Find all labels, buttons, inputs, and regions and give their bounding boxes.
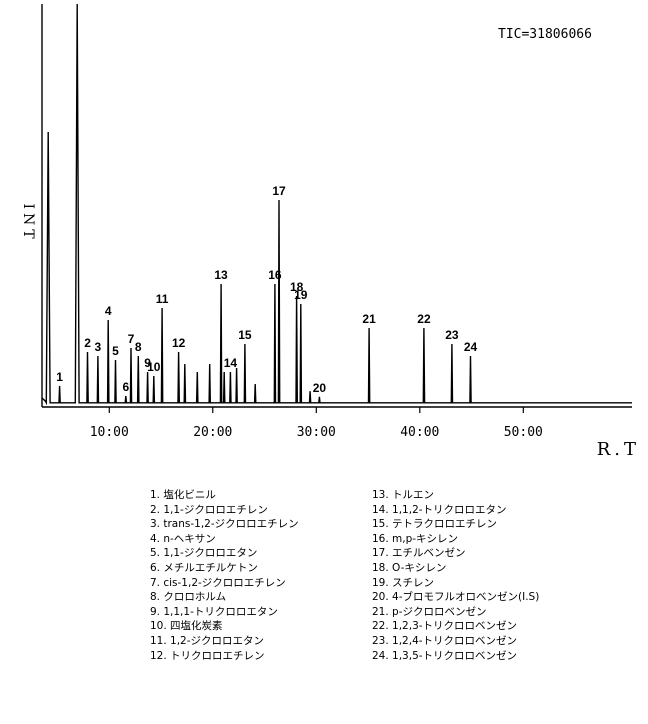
legend-item: 10. 四塩化炭素: [150, 620, 223, 633]
peak-label: 22: [417, 312, 431, 326]
legend-item: 7. cis-1,2-ジクロロエチレン: [150, 576, 286, 589]
peak-label: 4: [105, 304, 112, 318]
legend-item: 16. m,p-キシレン: [372, 532, 459, 545]
peak-label: 18: [290, 280, 304, 294]
legend-item: 3. trans-1,2-ジクロロエチレン: [150, 518, 299, 531]
peak-label: 15: [238, 328, 252, 342]
peak-label: 19: [294, 288, 308, 302]
legend-item: 4. n-ヘキサン: [150, 532, 216, 545]
compound-legend: 1. 塩化ビニル 2. 1,1-ジクロロエチレン 3. trans-1,2-ジクロロ…: [150, 488, 620, 663]
peak-label: 23: [445, 328, 459, 342]
legend-item: 19. スチレン: [372, 576, 435, 589]
legend-column-right: 13. トルエン 14. 1,1,2-トリクロロエタン 15. テトラクロロエチレン…: [372, 488, 539, 663]
peak-label: 5: [112, 344, 119, 358]
legend-column-left: 1. 塩化ビニル 2. 1,1-ジクロロエチレン 3. trans-1,2-ジクロロ…: [150, 488, 358, 663]
legend-item: 1. 塩化ビニル: [150, 489, 216, 501]
x-tick-label: 20:00: [193, 425, 232, 440]
peak-label: 17: [272, 184, 286, 198]
legend-item: 24. 1,3,5-トリクロロベンゼン: [372, 649, 518, 662]
x-ticks: 10:00 20:00 30:00 40:00 50:00: [90, 407, 543, 440]
x-tick-label: 30:00: [297, 425, 336, 440]
legend-item: 5. 1,1-ジクロロエタン: [150, 547, 258, 560]
x-tick-label: 10:00: [90, 425, 129, 440]
legend-item: 13. トルエン: [372, 489, 435, 501]
legend-item: 17. エチルベンゼン: [372, 547, 466, 560]
legend-item: 15. テトラクロロエチレン: [372, 518, 498, 531]
peak-label: 1: [56, 370, 63, 384]
x-tick-label: 40:00: [400, 425, 439, 440]
legend-item: 6. メチルエチルケトン: [150, 561, 258, 574]
peak-label: 24: [464, 340, 478, 354]
legend-item: 8. クロロホルム: [150, 591, 227, 604]
peak-label: 6: [122, 380, 129, 394]
tic-annotation: TIC=31806066: [498, 27, 592, 42]
peak-label: 7: [128, 332, 135, 346]
y-axis-label: INT: [20, 203, 36, 242]
peak-label: 2: [84, 336, 91, 350]
peak-label: 9: [144, 356, 151, 370]
x-axis-label: R.T: [597, 439, 640, 460]
peak-label: 21: [362, 312, 376, 326]
peak-label: 20: [313, 381, 327, 395]
legend-item: 11. 1,2-ジクロロエタン: [150, 634, 265, 647]
peak-label: 12: [172, 336, 186, 350]
legend-item: 12. トリクロロエチレン: [150, 649, 265, 662]
peak-label: 11: [156, 292, 169, 306]
legend-item: 14. 1,1,2-トリクロロエタン: [372, 503, 507, 516]
legend-item: 2. 1,1-ジクロロエチレン: [150, 503, 268, 516]
legend-item: 22. 1,2,3-トリクロロベンゼン: [372, 620, 518, 633]
legend-item: 9. 1,1,1-トリクロロエタン: [150, 605, 278, 618]
legend-item: 18. O-キシレン: [372, 561, 447, 574]
peak-label: 10: [147, 360, 161, 374]
peak-label: 13: [214, 268, 228, 282]
peak-label: 8: [135, 340, 142, 354]
x-tick-label: 50:00: [504, 425, 543, 440]
peak-label: 16: [268, 268, 282, 282]
legend-item: 21. p-ジクロロベンゼン: [372, 605, 487, 618]
peak-label: 14: [224, 356, 238, 370]
chart-axes: [41, 4, 632, 408]
peak-label: 3: [95, 340, 102, 354]
legend-item: 23. 1,2,4-トリクロロベンゼン: [372, 634, 518, 647]
chromatogram-trace: [41, 3, 632, 406]
legend-item: 20. 4-ブロモフルオロベンゼン(I.S): [372, 591, 540, 604]
